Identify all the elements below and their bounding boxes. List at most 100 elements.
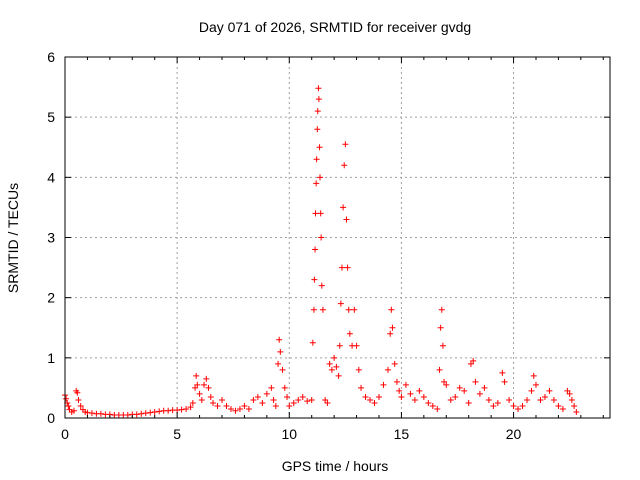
data-point bbox=[461, 387, 468, 394]
data-point bbox=[317, 174, 324, 181]
data-point bbox=[156, 408, 163, 415]
data-point bbox=[396, 387, 403, 394]
data-point bbox=[441, 378, 448, 385]
data-point bbox=[519, 402, 526, 409]
data-point bbox=[481, 384, 488, 391]
data-point bbox=[268, 384, 275, 391]
data-point bbox=[276, 336, 283, 343]
data-point bbox=[546, 387, 553, 394]
data-point bbox=[456, 384, 463, 391]
data-point bbox=[398, 393, 405, 400]
data-point bbox=[151, 408, 158, 415]
data-point bbox=[434, 405, 441, 412]
data-point bbox=[573, 408, 580, 415]
data-point bbox=[437, 324, 444, 331]
data-point bbox=[362, 393, 369, 400]
data-point bbox=[353, 342, 360, 349]
data-point bbox=[88, 410, 95, 417]
data-point bbox=[407, 390, 414, 397]
data-point bbox=[254, 393, 261, 400]
data-point bbox=[439, 342, 446, 349]
data-point bbox=[63, 395, 70, 402]
x-tick-label: 15 bbox=[394, 426, 410, 442]
data-point bbox=[196, 390, 203, 397]
data-point bbox=[337, 300, 344, 307]
data-point bbox=[416, 387, 423, 394]
data-point bbox=[198, 396, 205, 403]
data-point bbox=[245, 405, 252, 412]
data-point bbox=[420, 393, 427, 400]
data-point bbox=[183, 405, 190, 412]
data-point bbox=[494, 399, 501, 406]
data-point bbox=[214, 402, 221, 409]
data-point bbox=[342, 141, 349, 148]
data-point bbox=[133, 411, 140, 418]
data-point bbox=[310, 306, 317, 313]
data-point bbox=[515, 405, 522, 412]
data-points bbox=[62, 85, 580, 418]
data-point bbox=[97, 410, 104, 417]
data-point bbox=[236, 405, 243, 412]
data-point bbox=[70, 407, 77, 414]
data-point bbox=[371, 399, 378, 406]
data-point bbox=[485, 396, 492, 403]
data-point bbox=[223, 402, 230, 409]
data-point bbox=[315, 96, 322, 103]
data-point bbox=[388, 306, 395, 313]
data-point bbox=[290, 399, 297, 406]
data-point bbox=[436, 366, 443, 373]
data-point bbox=[326, 360, 333, 367]
data-point bbox=[194, 381, 201, 388]
data-point bbox=[272, 402, 279, 409]
data-point bbox=[319, 306, 326, 313]
data-point bbox=[279, 366, 286, 373]
data-point bbox=[313, 180, 320, 187]
data-point bbox=[275, 360, 282, 367]
data-point bbox=[207, 393, 214, 400]
data-point bbox=[499, 369, 506, 376]
data-point bbox=[346, 330, 353, 337]
data-point bbox=[309, 339, 316, 346]
data-point bbox=[541, 393, 548, 400]
data-point bbox=[270, 396, 277, 403]
data-point bbox=[532, 381, 539, 388]
x-tick-label: 20 bbox=[506, 426, 522, 442]
data-point bbox=[232, 407, 239, 414]
data-point bbox=[550, 396, 557, 403]
data-point bbox=[187, 404, 194, 411]
y-tick-label: 5 bbox=[47, 109, 55, 125]
data-point bbox=[315, 85, 322, 92]
data-point bbox=[201, 381, 208, 388]
data-point bbox=[345, 306, 352, 313]
data-point bbox=[524, 396, 531, 403]
data-point bbox=[84, 409, 91, 416]
x-tick-label: 5 bbox=[173, 426, 181, 442]
x-tick-label: 0 bbox=[61, 426, 69, 442]
data-point bbox=[470, 357, 477, 364]
data-point bbox=[411, 396, 418, 403]
data-point bbox=[530, 372, 537, 379]
data-point bbox=[335, 372, 342, 379]
y-tick-label: 3 bbox=[47, 230, 55, 246]
data-point bbox=[467, 360, 474, 367]
data-point bbox=[506, 396, 513, 403]
y-tick-label: 0 bbox=[47, 410, 55, 426]
data-point bbox=[344, 264, 351, 271]
data-point bbox=[367, 396, 374, 403]
data-point bbox=[328, 366, 335, 373]
data-point bbox=[341, 162, 348, 169]
data-point bbox=[263, 390, 270, 397]
data-point bbox=[311, 276, 318, 283]
data-point bbox=[571, 402, 578, 409]
y-tick-label: 6 bbox=[47, 49, 55, 65]
data-point bbox=[138, 410, 145, 417]
data-point bbox=[314, 108, 321, 115]
data-point bbox=[189, 399, 196, 406]
y-tick-label: 2 bbox=[47, 290, 55, 306]
y-axis-label: SRMTID / TECUs bbox=[5, 183, 21, 293]
data-point bbox=[331, 354, 338, 361]
data-point bbox=[465, 399, 472, 406]
data-point bbox=[452, 393, 459, 400]
data-point bbox=[65, 402, 72, 409]
